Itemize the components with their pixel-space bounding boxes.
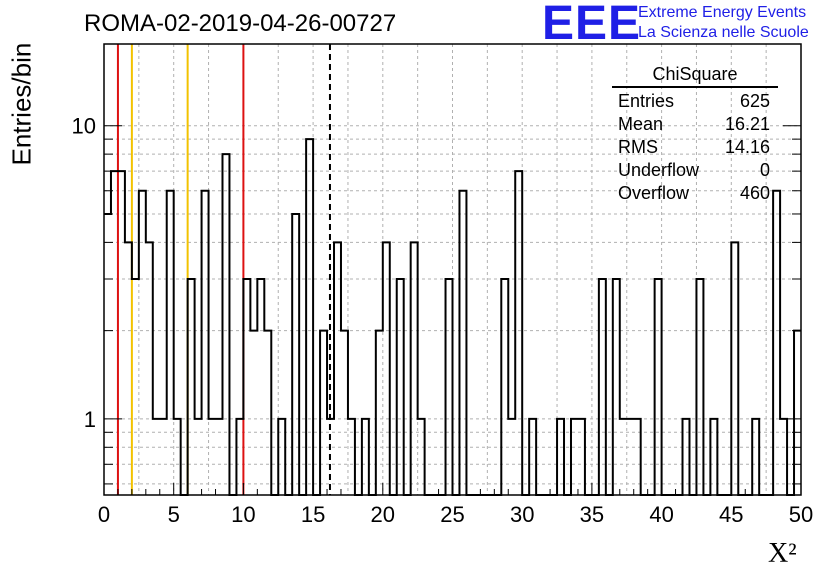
x-tick-label: 20 [371, 502, 395, 527]
stats-value: 14.16 [724, 137, 770, 157]
x-tick-label: 5 [168, 502, 180, 527]
x-tick-label: 35 [580, 502, 604, 527]
stats-value: 460 [739, 183, 770, 203]
stats-value: 16.21 [724, 114, 770, 134]
y-axis-label: Entries/bin [6, 42, 37, 166]
y-tick-label: 1 [84, 407, 96, 432]
x-tick-label: 15 [301, 502, 325, 527]
x-tick-label: 50 [789, 502, 813, 527]
stats-header: ChiSquare [612, 64, 778, 88]
y-tick-label: 10 [72, 114, 96, 139]
x-tick-label: 10 [231, 502, 255, 527]
logo-line-1: Extreme Energy Events [638, 4, 807, 21]
stats-value: 625 [739, 91, 770, 111]
stats-row: RMS 14.16 [612, 136, 778, 159]
x-tick-label: 0 [98, 502, 110, 527]
stats-label: RMS [618, 137, 658, 157]
stats-label: Mean [618, 114, 664, 134]
stats-label: Overflow [618, 183, 690, 203]
stats-row: Mean 16.21 [612, 113, 778, 136]
chart-title: ROMA-02-2019-04-26-00727 [84, 10, 397, 37]
stats-label: Entries [618, 91, 675, 111]
logo-line-2: La Scienza nelle Scuole [638, 24, 809, 41]
stats-label: Underflow [618, 160, 700, 180]
x-tick-label: 45 [719, 502, 743, 527]
stats-box: ChiSquare Entries 625 Mean 16.21 RMS 14.16 … [612, 64, 778, 205]
eee-logo: EEE [542, 0, 642, 50]
x-tick-label: 40 [649, 502, 673, 527]
stats-value: 0 [759, 160, 770, 180]
stats-row: Entries 625 [612, 90, 778, 113]
x-tick-label: 25 [440, 502, 464, 527]
x-tick-label: 30 [510, 502, 534, 527]
stats-row: Overflow 460 [612, 182, 778, 205]
x-axis-label: Χ² [768, 538, 797, 569]
stats-row: Underflow 0 [612, 159, 778, 182]
